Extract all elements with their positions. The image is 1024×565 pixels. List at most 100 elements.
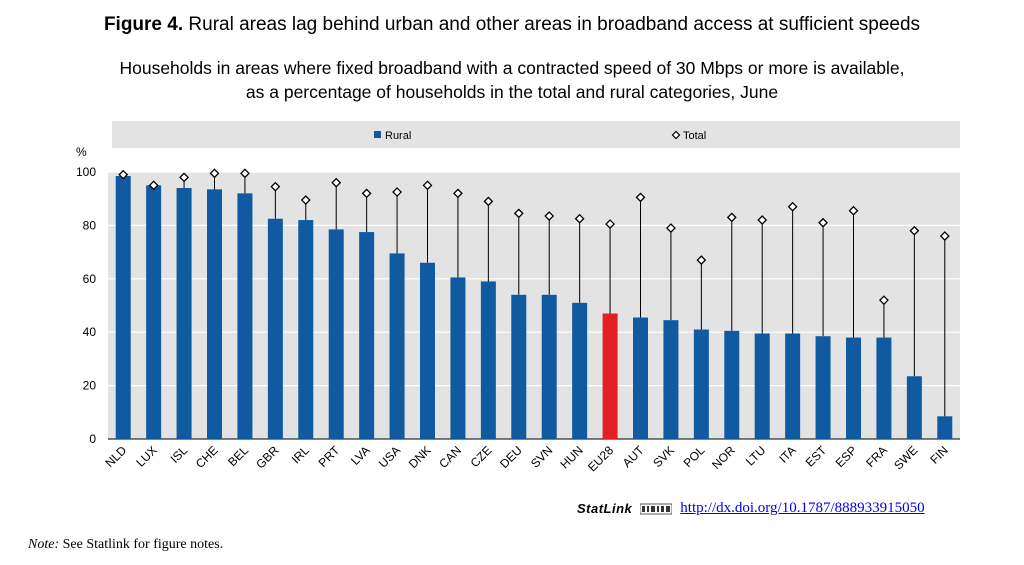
x-tick-label: SVK	[650, 443, 677, 470]
marker-total	[392, 187, 402, 197]
statlink-url-link[interactable]: http://dx.doi.org/10.1787/888933915050	[680, 500, 925, 516]
bar-rural	[298, 220, 314, 439]
bar-rural	[450, 277, 466, 439]
bar-rural	[693, 329, 709, 439]
legend-marker-total	[671, 130, 681, 140]
note-label: Note:	[28, 537, 60, 552]
bar-rural	[724, 330, 740, 439]
y-tick-label: 0	[89, 432, 96, 446]
marker-total	[240, 168, 250, 179]
x-tick-label: POL	[681, 443, 708, 470]
marker-total	[331, 177, 342, 188]
bar-rural	[207, 189, 222, 439]
y-tick-label: 20	[83, 379, 97, 393]
x-tick-label: LTU	[743, 443, 768, 468]
bar-rural	[176, 188, 192, 439]
figure-title-text: Rural areas lag behind urban and other a…	[188, 14, 921, 35]
statlink-label: StatLink	[577, 501, 633, 516]
marker-total	[422, 180, 433, 191]
marker-total	[726, 212, 737, 223]
x-tick-label: CAN	[436, 443, 464, 471]
x-tick-label: AUT	[620, 443, 647, 470]
bar-rural	[480, 281, 496, 439]
marker-total	[939, 231, 950, 241]
x-tick-label: NOR	[709, 443, 738, 472]
subtitle-line-2: as a percentage of households in the tot…	[245, 82, 779, 102]
bar-chart: 0 20 40 60 80 100% NLD LUX ISL CHE BEL GBR IRL PRT LVA…	[76, 121, 960, 474]
bar-rural	[267, 218, 283, 439]
y-tick-label: 100	[76, 165, 96, 179]
bar-rural	[328, 229, 344, 439]
x-tick-label: HUN	[557, 443, 585, 471]
x-tick-label: USA	[376, 443, 403, 470]
x-tick-label: EU28	[585, 443, 616, 474]
bar-rural	[389, 253, 405, 439]
bar-rural	[633, 317, 648, 439]
legend-label-rural: Rural	[385, 130, 411, 142]
figure-note: Note: See Statlink for figure notes.	[28, 537, 223, 553]
x-tick-label: PRT	[316, 443, 343, 470]
marker-total	[879, 295, 889, 306]
bar-rural	[115, 176, 131, 439]
marker-total	[696, 255, 707, 266]
marker-total	[787, 201, 798, 212]
figure-subtitle: Households in areas where fixed broadban…	[0, 56, 1024, 104]
marker-total	[757, 215, 768, 225]
x-tick-label: FRA	[863, 443, 890, 470]
marker-total	[544, 211, 555, 221]
marker-total	[666, 223, 676, 233]
x-tick-label: LUX	[133, 443, 159, 469]
bar-rural	[146, 185, 162, 439]
x-tick-label: CHE	[193, 443, 221, 471]
figure-number: Figure 4.	[103, 14, 184, 35]
marker-total	[118, 169, 129, 180]
bar-rural	[572, 302, 588, 439]
y-axis-label: %	[76, 145, 87, 159]
bar-rural	[663, 320, 679, 439]
marker-total	[148, 180, 159, 191]
bar-rural	[237, 193, 253, 439]
x-tick-label: ITA	[776, 443, 798, 465]
marker-total	[361, 188, 372, 199]
x-tick-label: SVN	[528, 443, 555, 470]
marker-total	[635, 192, 646, 203]
marker-total	[848, 205, 859, 216]
x-tick-label: IRL	[289, 443, 312, 466]
x-tick-label: LVA	[348, 443, 373, 468]
x-tick-label: BEL	[225, 443, 251, 469]
note-text: See Statlink for figure notes.	[59, 537, 224, 552]
marker-total	[909, 225, 920, 236]
x-tick-label: ISL	[168, 443, 191, 466]
bar-rural	[754, 333, 770, 439]
legend-swatch-rural	[374, 131, 381, 138]
marker-total	[209, 168, 220, 179]
bar-rural	[359, 232, 375, 439]
statlink: StatLink http://dx.doi.org/10.1787/88893…	[577, 500, 925, 517]
legend-label-total: Total	[683, 130, 706, 142]
marker-total	[605, 219, 615, 229]
bar-rural	[541, 294, 557, 439]
y-tick-label: 80	[83, 218, 97, 232]
y-tick-label: 40	[83, 325, 97, 339]
bar-rural	[937, 416, 953, 439]
x-tick-label: ESP	[833, 443, 860, 470]
x-tick-label: FIN	[927, 443, 951, 467]
marker-total	[453, 188, 463, 199]
marker-total	[300, 195, 311, 205]
marker-total	[483, 196, 494, 207]
x-tick-label: GBR	[253, 443, 282, 472]
bar-rural	[420, 262, 435, 439]
y-tick-label: 60	[83, 272, 97, 286]
bar-rural	[815, 336, 831, 439]
plot-background	[108, 172, 960, 439]
x-tick-label: SWE	[891, 443, 920, 472]
subtitle-line-1: Households in areas where fixed broadban…	[119, 58, 905, 78]
x-tick-label: DNK	[406, 443, 434, 471]
bar-rural	[602, 313, 618, 439]
legend-background	[112, 121, 960, 148]
marker-total	[270, 181, 281, 192]
bar-rural	[785, 333, 801, 439]
x-tick-label: NLD	[102, 443, 129, 470]
x-tick-label: CZE	[468, 443, 495, 470]
bar-rural	[511, 294, 527, 439]
